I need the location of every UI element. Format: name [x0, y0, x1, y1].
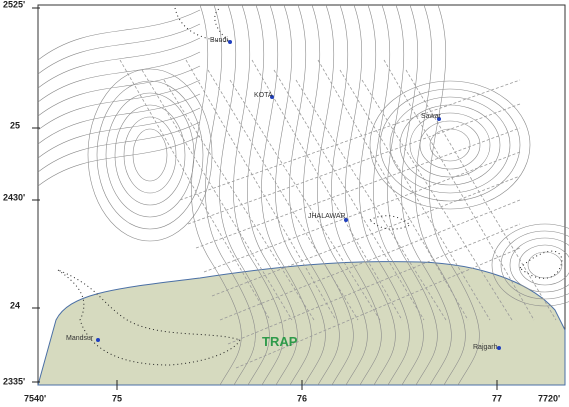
y-label: 24	[10, 300, 20, 310]
x-label: 77	[492, 393, 502, 403]
x-label: 7540'	[24, 393, 46, 403]
x-label: 75	[112, 393, 122, 403]
region-label: TRAP	[262, 334, 298, 349]
place-name: KOTA	[254, 92, 273, 99]
place-name: Bundi	[210, 37, 228, 44]
y-label: 2430'	[3, 192, 25, 202]
place-dot	[96, 338, 100, 342]
y-label: 2335'	[3, 376, 25, 386]
place-name: Rajgarh	[473, 344, 498, 351]
place-name: Mandsur	[66, 335, 94, 342]
page: 2525' 25 2430' 24 2335' 7540' 75 76 77 7…	[0, 0, 569, 407]
place-name: JHALAWAR	[308, 213, 346, 220]
y-label: 25	[10, 120, 20, 130]
x-label: 76	[297, 393, 307, 403]
map: 2525' 25 2430' 24 2335' 7540' 75 76 77 7…	[0, 0, 569, 407]
place-name: Sawar	[421, 113, 442, 120]
x-label: 7720'	[538, 393, 560, 403]
place-dot	[497, 346, 501, 350]
y-label: 2525'	[3, 0, 25, 9]
y-axis: 2525' 25 2430' 24 2335'	[3, 0, 40, 386]
place-dot	[228, 40, 232, 44]
